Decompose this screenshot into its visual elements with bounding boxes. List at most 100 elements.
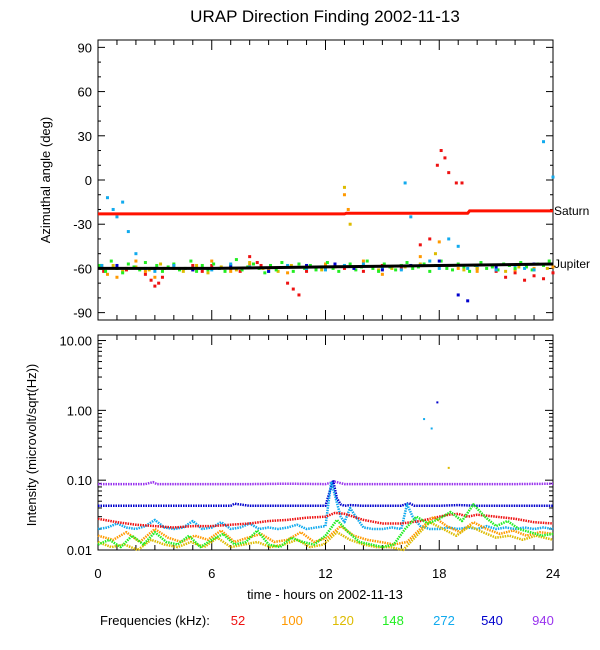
azimuth-point-272	[105, 196, 109, 200]
azimuth-point-52	[200, 269, 204, 273]
x-axis-label: time - hours on 2002-11-13	[247, 587, 403, 602]
frequency-legend-label: Frequencies (kHz):	[100, 613, 210, 628]
intensity-line-148	[97, 503, 554, 549]
azimuth-point-148	[348, 262, 352, 266]
frequency-legend-entry-272: 272	[433, 613, 455, 628]
azimuth-panel-frame	[97, 39, 554, 321]
intensity-panel: Intensity (microvolt/sqrt(Hz)) 10.00 1.00…	[24, 334, 560, 581]
azimuth-point-148	[314, 268, 318, 272]
azimuth-point-52	[102, 269, 106, 273]
azimuth-point-540	[305, 263, 309, 267]
intensity-series	[97, 401, 554, 552]
azimuth-y-ticks: 90 60 30 0 -30 -60 -90	[73, 40, 553, 321]
azimuth-point-540	[437, 259, 441, 263]
azimuth-point-120	[517, 265, 521, 269]
azimuth-point-148	[325, 261, 329, 265]
azimuth-point-148	[263, 271, 267, 275]
azimuth-point-272	[111, 207, 115, 211]
azimuth-point-272	[172, 263, 176, 267]
azimuth-point-52	[439, 149, 443, 153]
azimuth-y-tick-label: 90	[78, 40, 92, 55]
frequency-legend-entry-52: 52	[231, 613, 245, 628]
azimuth-point-148	[524, 265, 528, 269]
azimuth-point-52	[418, 243, 422, 247]
azimuth-point-272	[494, 268, 498, 272]
azimuth-point-148	[121, 271, 125, 275]
azimuth-point-100	[143, 269, 147, 273]
azimuth-point-148	[439, 259, 443, 263]
azimuth-point-100	[346, 207, 350, 211]
azimuth-point-540	[267, 269, 271, 273]
azimuth-point-120	[342, 185, 346, 189]
azimuth-point-272	[428, 259, 432, 263]
azimuth-point-272	[532, 268, 536, 272]
frequency-legend-entry-940: 940	[532, 613, 554, 628]
intensity-point-540	[436, 401, 439, 404]
azimuth-point-120	[195, 263, 199, 267]
azimuth-point-52	[551, 271, 555, 275]
azimuth-point-52	[305, 269, 309, 273]
azimuth-point-148	[405, 261, 409, 265]
azimuth-y-tick-label: 0	[85, 173, 92, 188]
azimuth-point-148	[411, 266, 415, 270]
azimuth-point-272	[134, 252, 138, 256]
azimuth-point-148	[126, 262, 130, 266]
azimuth-point-148	[308, 263, 312, 267]
azimuth-point-52	[291, 287, 295, 291]
azimuth-point-148	[394, 268, 398, 272]
azimuth-point-100	[418, 255, 422, 259]
azimuth-point-540	[466, 299, 470, 303]
azimuth-y-tick-label: 30	[78, 129, 92, 144]
azimuth-point-120	[545, 266, 549, 270]
intensity-point-120	[447, 466, 450, 469]
azimuth-point-52	[504, 275, 508, 279]
azimuth-point-148	[280, 261, 284, 265]
intensity-line-100	[97, 515, 554, 546]
azimuth-point-148	[274, 268, 278, 272]
frequency-legend: Frequencies (kHz): 52 100 120 148 272 540 940	[100, 613, 554, 628]
azimuth-y-axis-label: Azimuthal angle (deg)	[38, 117, 53, 243]
reference-label-jupiter: Jupiter	[554, 257, 590, 271]
azimuth-point-148	[212, 262, 216, 266]
azimuth-point-100	[115, 275, 119, 279]
intensity-line-52	[97, 511, 554, 529]
azimuth-point-120	[248, 261, 252, 265]
azimuth-point-100	[105, 272, 109, 276]
azimuth-point-148	[195, 269, 199, 273]
azimuth-point-52	[255, 261, 259, 265]
azimuth-point-52	[454, 181, 458, 185]
azimuth-point-540	[115, 263, 119, 267]
azimuth-point-148	[354, 268, 358, 272]
azimuth-point-120	[390, 266, 394, 270]
azimuth-point-52	[259, 263, 263, 267]
frequency-legend-entry-540: 540	[481, 613, 503, 628]
azimuth-point-52	[342, 266, 346, 270]
x-tick-label: 12	[318, 566, 332, 581]
azimuth-point-272	[399, 268, 403, 272]
azimuth-point-52	[157, 281, 161, 285]
azimuth-point-148	[155, 263, 159, 267]
intensity-y-tick-label: 1.00	[67, 403, 92, 418]
azimuth-point-52	[542, 277, 546, 281]
azimuth-point-148	[428, 269, 432, 273]
frequency-legend-entry-148: 148	[382, 613, 404, 628]
azimuth-point-272	[542, 140, 546, 144]
azimuth-point-272	[403, 181, 407, 185]
azimuth-point-148	[468, 269, 472, 273]
azimuth-point-148	[485, 266, 489, 270]
azimuth-point-272	[153, 269, 157, 273]
azimuth-point-540	[352, 266, 356, 270]
chart-title: URAP Direction Finding 2002-11-13	[190, 7, 460, 26]
azimuth-point-272	[466, 266, 470, 270]
azimuth-point-52	[513, 271, 517, 275]
reference-line-jupiter	[98, 262, 554, 270]
azimuth-point-120	[475, 266, 479, 270]
azimuth-point-148	[365, 259, 369, 263]
azimuth-point-52	[460, 181, 464, 185]
azimuth-y-tick-label: -90	[73, 306, 92, 321]
azimuth-point-100	[229, 269, 233, 273]
x-tick-label: 18	[432, 566, 446, 581]
azimuth-point-100	[342, 193, 346, 197]
azimuth-point-52	[191, 263, 195, 267]
